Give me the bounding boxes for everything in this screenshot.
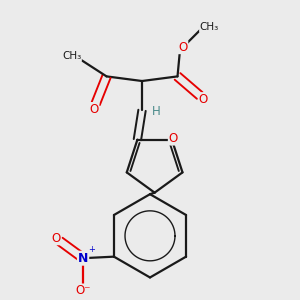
Text: H: H [152,105,160,119]
Text: CH₃: CH₃ [200,22,219,32]
Text: O: O [90,103,99,116]
Text: N: N [78,252,88,265]
Text: +: + [88,245,95,254]
Text: O: O [178,40,188,54]
Text: O: O [199,93,208,106]
Text: O: O [52,232,61,244]
Text: CH₃: CH₃ [62,51,81,61]
Text: O⁻: O⁻ [75,284,91,297]
Text: O: O [169,132,178,145]
